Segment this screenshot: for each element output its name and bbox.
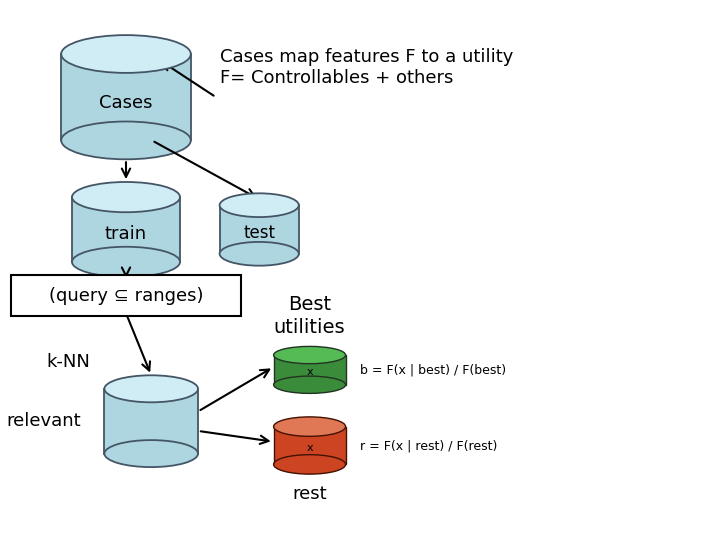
Text: (query ⊆ ranges): (query ⊆ ranges) <box>49 287 203 305</box>
Text: k-NN: k-NN <box>47 353 90 371</box>
Ellipse shape <box>220 242 299 266</box>
Ellipse shape <box>104 440 198 467</box>
FancyBboxPatch shape <box>104 389 198 454</box>
Text: x: x <box>306 443 313 454</box>
Text: x: x <box>306 368 313 377</box>
Ellipse shape <box>274 455 346 474</box>
Ellipse shape <box>274 376 346 393</box>
FancyBboxPatch shape <box>61 54 191 140</box>
Text: Best
utilities: Best utilities <box>274 295 346 337</box>
Text: Cases map features F to a utility
F= Controllables + others: Cases map features F to a utility F= Con… <box>220 48 513 87</box>
Text: Cases: Cases <box>99 94 153 112</box>
Text: train: train <box>105 225 147 243</box>
Text: relevant: relevant <box>6 412 81 430</box>
Text: b = F(x | best) / F(best): b = F(x | best) / F(best) <box>360 363 506 376</box>
Ellipse shape <box>61 122 191 159</box>
Ellipse shape <box>72 182 180 212</box>
Text: rest: rest <box>292 485 327 503</box>
Ellipse shape <box>61 35 191 73</box>
Ellipse shape <box>104 375 198 402</box>
Ellipse shape <box>274 347 346 364</box>
Ellipse shape <box>72 247 180 277</box>
FancyBboxPatch shape <box>72 197 180 262</box>
FancyBboxPatch shape <box>220 205 299 254</box>
FancyBboxPatch shape <box>11 275 241 316</box>
FancyBboxPatch shape <box>274 427 346 464</box>
FancyBboxPatch shape <box>274 355 346 384</box>
Ellipse shape <box>274 417 346 436</box>
Text: r = F(x | rest) / F(rest): r = F(x | rest) / F(rest) <box>360 439 498 452</box>
Text: test: test <box>243 224 275 242</box>
Ellipse shape <box>220 193 299 217</box>
